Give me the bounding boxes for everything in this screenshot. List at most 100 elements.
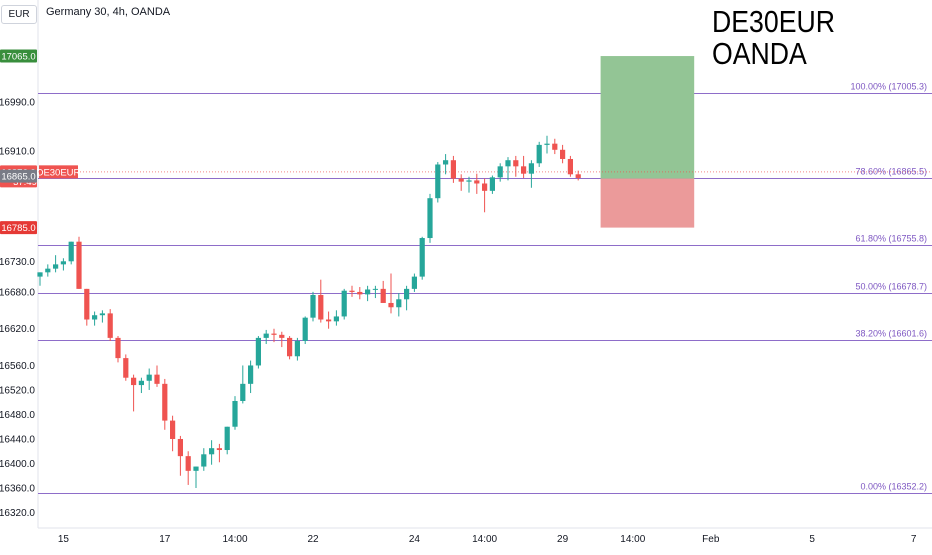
candle bbox=[240, 365, 246, 404]
currency-label[interactable]: EUR bbox=[1, 4, 37, 24]
candle bbox=[372, 285, 378, 299]
candle bbox=[427, 193, 433, 243]
candle bbox=[365, 285, 371, 302]
fib-level-label: 38.20% (16601.6) bbox=[855, 329, 927, 339]
time-tick-label: 24 bbox=[409, 534, 421, 545]
candle bbox=[349, 285, 355, 297]
current-symbol-label: DE30EUR bbox=[37, 165, 81, 179]
watermark-broker: OANDA bbox=[712, 36, 807, 71]
fibonacci-retracement: 100.00% (17005.3) 78.60% (16865.5) 61.80% … bbox=[38, 82, 932, 494]
price-tick-label: 16520.0 bbox=[0, 385, 35, 396]
time-tick-label: 14:00 bbox=[222, 534, 247, 545]
candle bbox=[224, 426, 230, 455]
candle-body bbox=[255, 337, 261, 366]
target-zone bbox=[600, 56, 695, 179]
candle bbox=[341, 288, 347, 320]
candle bbox=[138, 377, 144, 394]
time-tick-label: 7 bbox=[911, 534, 917, 545]
candle bbox=[76, 236, 82, 289]
candle-body bbox=[185, 456, 191, 471]
price-tick-label: 16620.0 bbox=[0, 324, 35, 335]
candle-body bbox=[123, 358, 129, 378]
candle bbox=[411, 273, 417, 292]
candle-body bbox=[513, 160, 519, 167]
candle bbox=[357, 287, 363, 300]
candle bbox=[115, 336, 121, 363]
candle bbox=[99, 310, 105, 323]
candle-body bbox=[544, 143, 550, 145]
candle-body bbox=[216, 448, 222, 451]
candle-body bbox=[357, 291, 363, 295]
candle-body bbox=[302, 317, 308, 341]
candle-body bbox=[575, 174, 581, 178]
candle-body bbox=[372, 288, 378, 290]
candle-body bbox=[552, 143, 558, 150]
candle-body bbox=[443, 160, 449, 165]
price-tick-label: 16440.0 bbox=[0, 434, 35, 445]
candle-body bbox=[162, 383, 168, 421]
candle bbox=[146, 368, 152, 390]
candle-body bbox=[318, 295, 324, 320]
candle bbox=[84, 288, 90, 326]
stop-price-badge: 16785.0 bbox=[0, 221, 37, 235]
candle-body bbox=[45, 268, 51, 273]
candle bbox=[248, 360, 254, 394]
candle-body bbox=[68, 241, 74, 262]
candle-body bbox=[528, 163, 534, 174]
time-axis: 15 17 14:00 22 24 14:00 29 14:00 Feb 5 7 bbox=[58, 534, 917, 545]
fib-level-label: 78.60% (16865.5) bbox=[855, 167, 927, 177]
candle bbox=[466, 176, 472, 193]
candle bbox=[482, 178, 488, 213]
price-tick-label: 16680.0 bbox=[0, 287, 35, 298]
candle bbox=[528, 160, 534, 188]
candle-body bbox=[177, 438, 183, 457]
candle-body bbox=[404, 288, 410, 300]
candle bbox=[185, 451, 191, 485]
candle bbox=[232, 396, 238, 430]
price-tick-label: 16400.0 bbox=[0, 459, 35, 470]
candle bbox=[287, 336, 293, 360]
candle bbox=[170, 415, 176, 452]
candle-body bbox=[560, 149, 566, 159]
candle-body bbox=[92, 315, 98, 320]
candle bbox=[154, 365, 160, 387]
candle-body bbox=[474, 180, 480, 184]
candle-body bbox=[248, 365, 254, 384]
price-tick-label: 16480.0 bbox=[0, 410, 35, 421]
candle bbox=[279, 331, 285, 348]
time-tick-label: 17 bbox=[159, 534, 171, 545]
candle-body bbox=[146, 374, 152, 381]
candle-body bbox=[466, 180, 472, 182]
candle bbox=[458, 174, 464, 191]
candle-body bbox=[567, 158, 573, 175]
candle bbox=[255, 336, 261, 369]
symbol-title: Germany 30, 4h, OANDA bbox=[46, 6, 171, 18]
candle bbox=[450, 155, 456, 183]
candle-body bbox=[349, 290, 355, 292]
fib-level-label: 0.00% (16352.2) bbox=[860, 482, 927, 492]
candle bbox=[567, 155, 573, 177]
candle bbox=[552, 138, 558, 155]
candle-body bbox=[138, 380, 144, 386]
candle-body bbox=[458, 178, 464, 182]
candle bbox=[310, 291, 316, 322]
candle-body bbox=[341, 290, 347, 317]
candle-body bbox=[333, 316, 339, 322]
currency-selector[interactable]: EUR bbox=[0, 0, 38, 28]
candle-body bbox=[396, 299, 402, 308]
time-tick-label: 14:00 bbox=[620, 534, 645, 545]
candle-body bbox=[53, 264, 59, 269]
current-symbol-bg bbox=[39, 165, 78, 179]
candle-body bbox=[76, 241, 82, 289]
target-price-badge-text: 17065.0 bbox=[1, 52, 35, 63]
candle-body bbox=[450, 160, 456, 179]
candle-body bbox=[419, 238, 425, 277]
candle bbox=[45, 264, 51, 277]
candle-body bbox=[107, 313, 113, 338]
candle-body bbox=[482, 183, 488, 191]
candle bbox=[201, 448, 207, 471]
candle bbox=[68, 241, 74, 265]
candle-body bbox=[521, 166, 527, 174]
